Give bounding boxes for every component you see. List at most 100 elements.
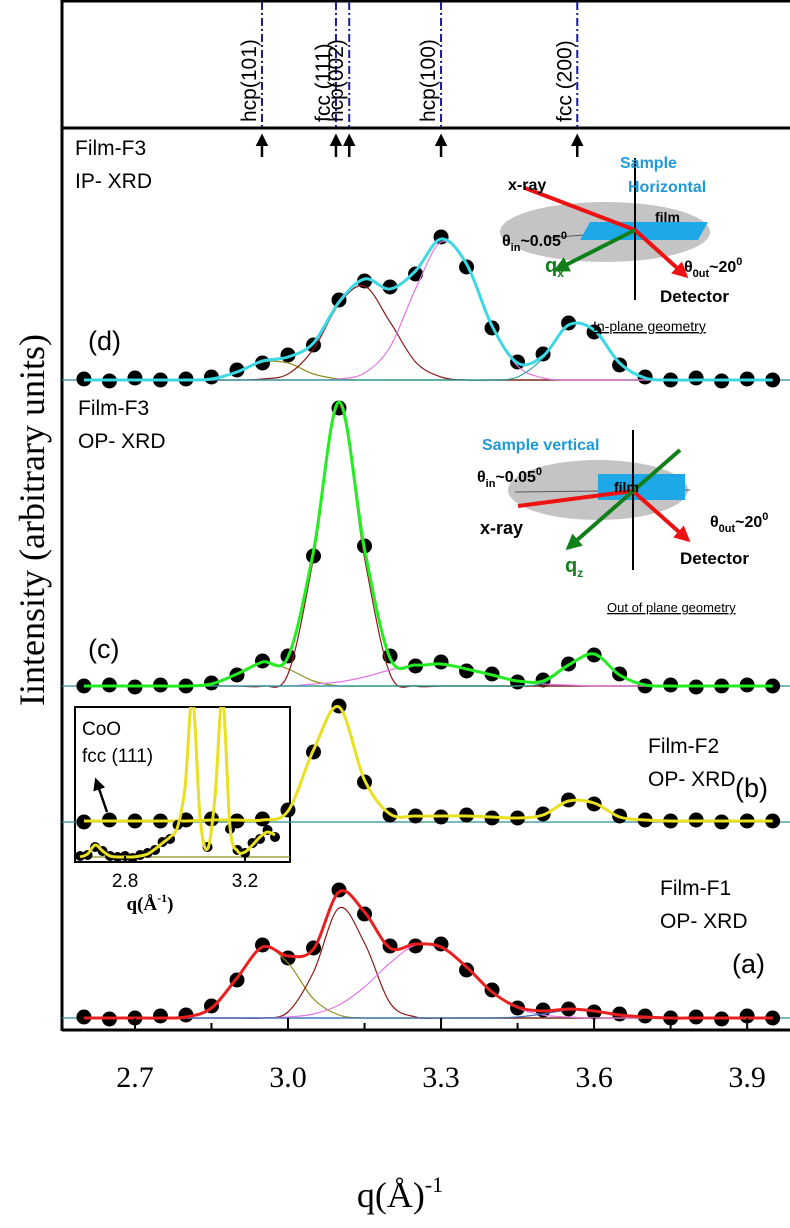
subscript: in — [486, 478, 496, 490]
in-plane-diagram: Sample Horizontal x-ray film θin~0.050 q… — [500, 155, 742, 334]
panel-label: (a) — [732, 949, 765, 979]
incident-beam — [524, 186, 636, 232]
annotation: fcc (111) — [82, 746, 153, 767]
subscript: 0ut — [719, 523, 736, 535]
theta-in: θin~0.050 — [502, 230, 567, 254]
theta-in: θin~0.050 — [477, 466, 542, 490]
data-point — [408, 266, 424, 282]
subscript: 0ut — [693, 268, 710, 280]
x-tick-label: 3.9 — [728, 1061, 766, 1094]
theta-out: θ0ut~200 — [710, 511, 768, 535]
x-tick-label: 3.6 — [575, 1061, 613, 1094]
x-tick-label: 2.8 — [112, 871, 138, 892]
annotation: IP- XRD — [75, 170, 152, 193]
annotation: Film-F2 — [648, 735, 719, 758]
q-vector — [553, 228, 636, 272]
symbol: θ — [710, 514, 719, 531]
subscript: in — [511, 242, 521, 254]
x-tick-label: 2.7 — [116, 1061, 154, 1094]
x-axis-label-sup: -1 — [157, 891, 167, 905]
fit-line — [83, 400, 773, 688]
q-vector — [565, 448, 682, 551]
symbol: θ — [684, 259, 693, 276]
fit-line — [83, 889, 773, 1020]
fit-line — [83, 237, 773, 382]
x-axis-label-text: q(Å) — [357, 1175, 425, 1215]
symbol: q — [565, 555, 577, 577]
annotation: OP- XRD — [648, 768, 736, 791]
panel-label: (c) — [88, 634, 119, 664]
film-sample — [580, 222, 708, 240]
superscript: 0 — [561, 230, 567, 242]
superscript: 0 — [536, 466, 542, 478]
data-point — [382, 279, 398, 295]
symbol: q — [545, 255, 557, 277]
data-point — [357, 273, 373, 289]
value: ~20 — [709, 259, 736, 276]
beam-label: x-ray — [508, 177, 546, 194]
x-tick-label: 3.3 — [422, 1061, 460, 1094]
spectrum-panel — [62, 229, 790, 389]
detector-label: Detector — [680, 549, 749, 568]
annotation: Film-F3 — [78, 397, 149, 420]
data-point — [739, 1008, 755, 1024]
x-tick-label: 3.0 — [269, 1061, 307, 1094]
reflection-label: hcp(101) — [238, 39, 261, 122]
diffracted-beam — [633, 228, 689, 279]
x-axis-label-end: ) — [167, 894, 173, 915]
sample-label: Sample — [620, 155, 677, 172]
x-axis-label-sup: -1 — [425, 1172, 443, 1197]
annotation: Film-F1 — [660, 877, 731, 900]
theta-out: θ0ut~200 — [684, 256, 742, 280]
data-point — [408, 938, 424, 954]
panel-label: (b) — [735, 773, 768, 803]
superscript: 0 — [762, 511, 768, 523]
film-label: film — [614, 479, 639, 495]
x-axis-label: q(Å-1) — [127, 891, 174, 915]
data-point — [433, 654, 449, 670]
out-of-plane-diagram: Sample vertical θin~0.050 film x-ray θ0u… — [477, 430, 768, 615]
annotation: OP- XRD — [660, 910, 748, 933]
inset-frame — [74, 706, 291, 863]
sample-label: Horizontal — [628, 179, 706, 196]
inset-plot — [75, 707, 290, 862]
data-point — [459, 962, 475, 978]
value: ~20 — [735, 514, 762, 531]
reflection-label: fcc (111) — [312, 43, 335, 122]
superscript: 0 — [736, 256, 742, 268]
sample-label: Sample vertical — [482, 437, 599, 454]
y-axis-label: Iintensity (arbitrary units) — [12, 334, 52, 706]
x-axis-label: q(Å)-1 — [357, 1172, 443, 1215]
caption: In-plane geometry — [593, 318, 706, 334]
data-point — [331, 882, 347, 898]
component-line — [83, 405, 773, 688]
subscript: x — [557, 266, 564, 280]
symbol: θ — [502, 233, 511, 250]
detector-label: Detector — [660, 287, 729, 306]
panel-label: (d) — [88, 326, 121, 356]
incident-beam — [517, 489, 634, 508]
symbol: θ — [477, 469, 486, 486]
q-label: qz — [565, 555, 583, 580]
reflection-label: hcp(002) — [325, 39, 348, 122]
x-tick-label: 3.2 — [232, 871, 258, 892]
data-point — [152, 1008, 168, 1024]
spectrum-panel — [62, 882, 790, 1027]
beam-label: x-ray — [480, 518, 523, 538]
annotation-arrow — [93, 777, 109, 813]
subscript: z — [577, 566, 583, 580]
annotation: Film-F3 — [75, 137, 146, 160]
value: ~0.05 — [495, 469, 536, 486]
spectrum-panel — [62, 400, 790, 695]
annotation: OP- XRD — [78, 430, 166, 453]
q-label: qx — [545, 255, 564, 280]
spectrum-panel — [62, 698, 790, 830]
value: ~0.05 — [520, 233, 561, 250]
reflection-label: hcp(100) — [417, 39, 440, 122]
component-line — [83, 946, 773, 1019]
x-axis-label-text: q(Å — [127, 894, 158, 915]
annotation: CoO — [82, 719, 121, 740]
fit-line — [79, 707, 276, 859]
